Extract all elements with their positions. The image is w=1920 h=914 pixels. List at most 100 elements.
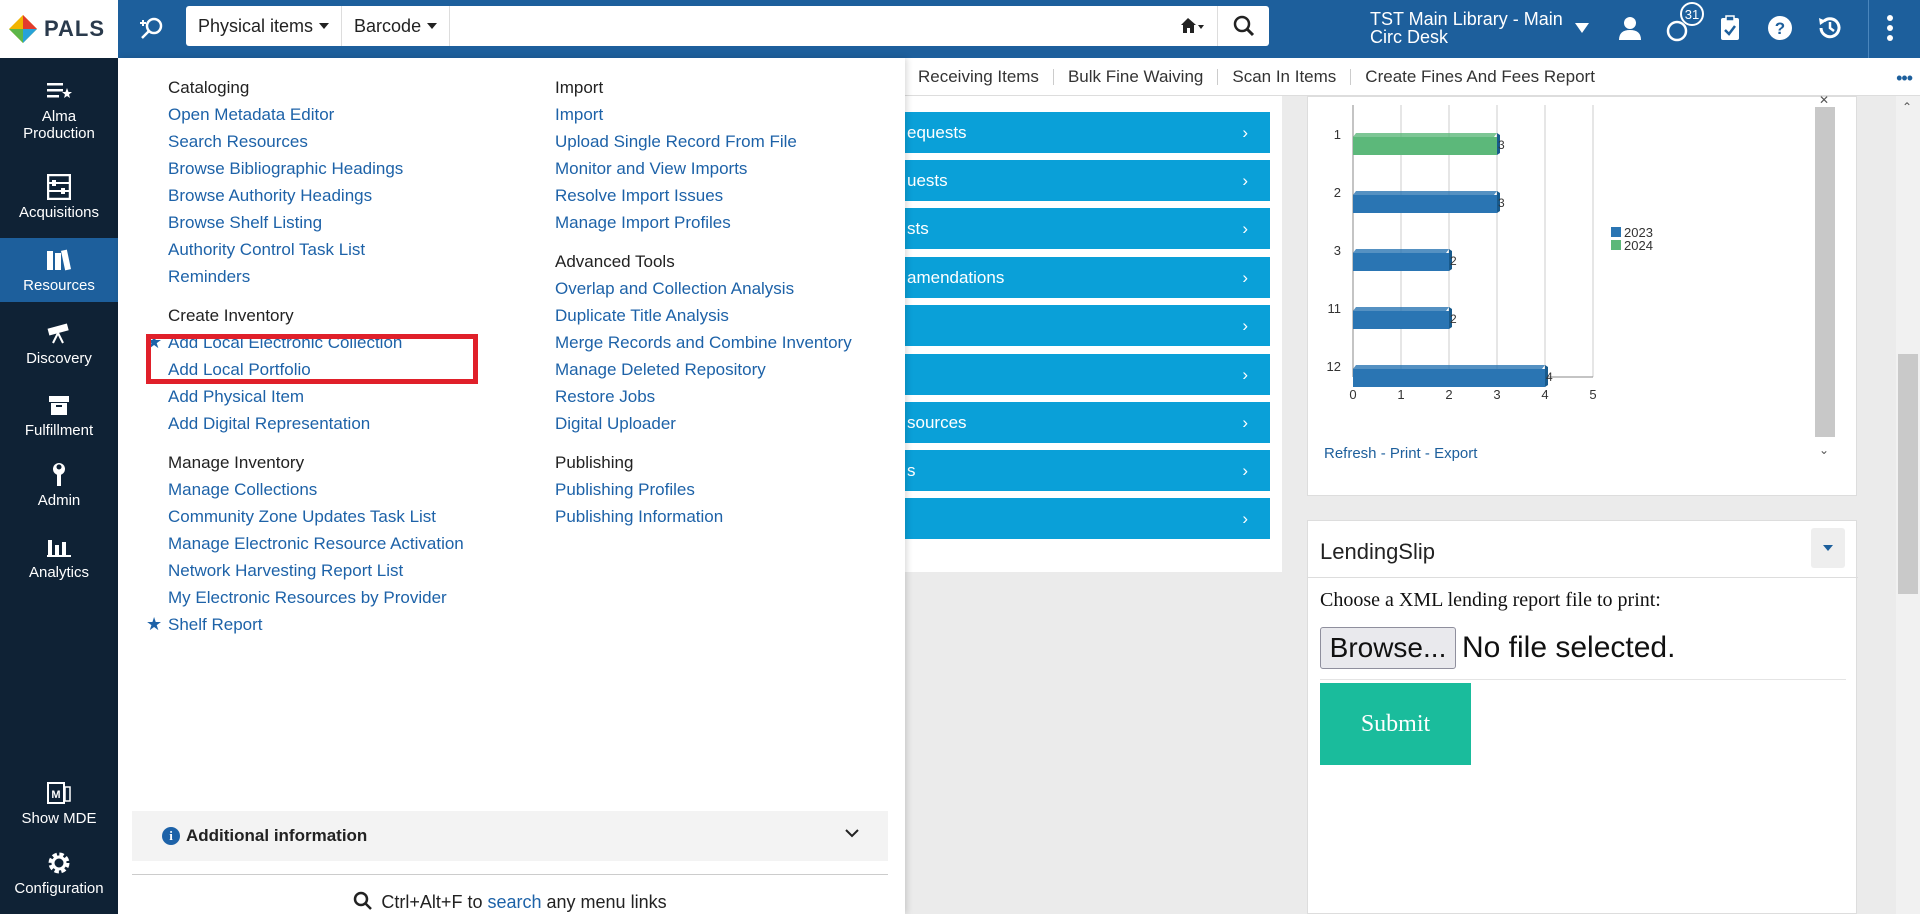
menu-link-label: Add Digital Representation (168, 414, 371, 433)
favorite-star-icon[interactable]: ★ (146, 614, 163, 634)
sidebar-item-configuration[interactable]: Configuration (0, 850, 118, 897)
scrollbar-thumb[interactable] (1898, 354, 1918, 594)
search-field-dropdown[interactable]: Barcode (342, 6, 451, 46)
search-type-dropdown[interactable]: Physical items (186, 6, 343, 46)
chevron-up-icon[interactable]: ⌃ (1902, 100, 1913, 114)
menu-link[interactable]: My Electronic Resources by Provider (168, 584, 464, 611)
tab-bulk-fine-waiving[interactable]: Bulk Fine Waiving (1054, 68, 1219, 85)
task-row[interactable]: equests › (905, 112, 1270, 156)
task-row[interactable]: › (905, 498, 1270, 542)
menu-link-label: Manage Collections (168, 480, 318, 499)
chevron-down-icon[interactable] (1564, 10, 1600, 46)
menu-link[interactable]: Publishing Information (555, 503, 852, 530)
legend-swatch (1611, 240, 1621, 250)
menu-link[interactable]: Monitor and View Imports (555, 155, 852, 182)
chevron-down-icon[interactable]: ⌄ (1819, 443, 1830, 457)
menu-link[interactable]: Upload Single Record From File (555, 128, 852, 155)
sidebar-item-label: Show MDE (21, 810, 97, 827)
print-link[interactable]: Print (1389, 445, 1421, 462)
menu-link[interactable]: Browse Shelf Listing (168, 209, 464, 236)
tab-scan-in-items[interactable]: Scan In Items (1218, 68, 1352, 85)
sidebar-item-discovery[interactable]: Discovery (0, 320, 118, 367)
data-label: 3 (1498, 196, 1505, 210)
menu-link-label: Browse Bibliographic Headings (168, 159, 404, 178)
menu-link[interactable]: Add Physical Item (168, 383, 464, 410)
task-row[interactable]: › (905, 305, 1270, 349)
search-button[interactable] (1217, 6, 1269, 46)
menu-link[interactable]: Restore Jobs (555, 383, 852, 410)
chevron-right-icon: › (1242, 412, 1248, 432)
page-scrollbar[interactable]: ⌃ (1896, 96, 1920, 914)
more-horizontal-icon[interactable]: ••• (1896, 68, 1913, 88)
task-row[interactable]: sts › (905, 208, 1270, 252)
persistent-search-icon[interactable] (134, 10, 170, 46)
search-scope-dropdown[interactable] (1167, 6, 1217, 46)
location-selector[interactable]: TST Main Library - Main Circ Desk (1370, 10, 1570, 46)
scrollbar-thumb[interactable] (1815, 107, 1835, 437)
sidebar-item-admin[interactable]: Admin (0, 462, 118, 509)
sidebar-item-alma[interactable]: Alma Production (0, 78, 118, 142)
menu-link[interactable]: Duplicate Title Analysis (555, 302, 852, 329)
menu-link[interactable]: Manage Import Profiles (555, 209, 852, 236)
menu-link[interactable]: Add Digital Representation (168, 410, 464, 437)
menu-link[interactable]: Resolve Import Issues (555, 182, 852, 209)
help-icon[interactable]: ? (1762, 10, 1798, 46)
sidebar-item-acquisitions[interactable]: Acquisitions (0, 174, 118, 221)
task-row[interactable]: s › (905, 450, 1270, 494)
user-icon[interactable] (1612, 10, 1648, 46)
menu-link[interactable]: Authority Control Task List (168, 236, 464, 263)
menu-link[interactable]: Network Harvesting Report List (168, 557, 464, 584)
menu-search-link[interactable]: search (487, 892, 542, 912)
chevron-right-icon: › (1242, 170, 1248, 190)
export-link[interactable]: Export (1434, 445, 1478, 462)
task-row-label: equests (907, 122, 967, 142)
menu-link[interactable]: Digital Uploader (555, 410, 852, 437)
notifications-icon[interactable]: 31 (1662, 2, 1704, 46)
telescope-icon (45, 320, 73, 346)
search-input[interactable] (450, 7, 1167, 45)
menu-link-label: Add Local Portfolio (168, 360, 311, 379)
more-vertical-icon[interactable] (1872, 10, 1908, 46)
y-tick-label: 1 (1334, 127, 1341, 142)
menu-link[interactable]: Open Metadata Editor (168, 101, 464, 128)
menu-link[interactable]: Shelf Report ★ (146, 611, 464, 638)
menu-link[interactable]: Reminders (168, 263, 464, 290)
history-icon[interactable] (1812, 10, 1848, 46)
clipboard-icon[interactable] (1712, 10, 1748, 46)
menu-link[interactable]: Browse Authority Headings (168, 182, 464, 209)
task-row[interactable]: uests › (905, 160, 1270, 204)
browse-button[interactable]: Browse... (1320, 627, 1456, 669)
sidebar-item-show-mde[interactable]: M Show MDE (0, 780, 118, 827)
menu-link[interactable]: Search Resources (168, 128, 464, 155)
tab-receiving-items[interactable]: Receiving Items (905, 68, 1054, 85)
menu-link[interactable]: Add Local Portfolio (168, 356, 464, 383)
tab-create-fines-report[interactable]: Create Fines And Fees Report (1365, 66, 1595, 86)
widget-menu-button[interactable] (1811, 528, 1845, 568)
menu-link[interactable]: Manage Electronic Resource Activation (168, 530, 464, 557)
sidebar-item-fulfillment[interactable]: Fulfillment (0, 392, 118, 439)
alma-list-icon (45, 78, 73, 104)
close-icon[interactable]: ✕ (1819, 93, 1830, 107)
submit-button[interactable]: Submit (1320, 683, 1471, 765)
pals-logo[interactable]: PALS (0, 0, 118, 58)
task-row[interactable]: › (905, 354, 1270, 398)
sidebar-item-resources[interactable]: Resources (0, 238, 118, 302)
menu-link[interactable]: Publishing Profiles (555, 476, 852, 503)
menu-link[interactable]: Browse Bibliographic Headings (168, 155, 464, 182)
menu-link[interactable]: Manage Collections (168, 476, 464, 503)
menu-link[interactable]: Manage Deleted Repository (555, 356, 852, 383)
menu-link[interactable]: Community Zone Updates Task List (168, 503, 464, 530)
menu-link[interactable]: Merge Records and Combine Inventory (555, 329, 852, 356)
svg-text:M: M (51, 789, 60, 801)
chevron-right-icon: › (1242, 508, 1248, 528)
menu-link-label: Reminders (168, 267, 251, 286)
menu-link[interactable]: Overlap and Collection Analysis (555, 275, 852, 302)
chart-links: Refresh - Print - Export (1324, 445, 1478, 462)
task-row[interactable]: sources › (905, 402, 1270, 446)
refresh-link[interactable]: Refresh (1324, 445, 1377, 462)
menu-link[interactable]: Import (555, 101, 852, 128)
task-row[interactable]: amendations › (905, 257, 1270, 301)
bar (1353, 195, 1497, 213)
additional-info-toggle[interactable]: i Additional information (132, 811, 888, 861)
sidebar-item-analytics[interactable]: Analytics (0, 534, 118, 581)
